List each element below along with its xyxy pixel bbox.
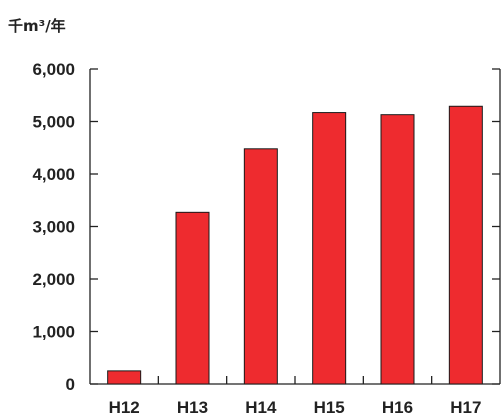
bar-h15 bbox=[312, 112, 347, 385]
x-tick-label: H15 bbox=[314, 398, 345, 417]
x-tick-label: H12 bbox=[109, 398, 140, 417]
bars bbox=[107, 105, 483, 385]
y-tick-label: 6,000 bbox=[32, 60, 75, 79]
y-tick-label: 3,000 bbox=[32, 218, 75, 237]
right-axis bbox=[492, 68, 501, 385]
y-tick-label: 4,000 bbox=[32, 165, 75, 184]
bar-h14 bbox=[243, 148, 278, 385]
y-tick-label: 2,000 bbox=[32, 270, 75, 289]
y-tick-label: 5,000 bbox=[32, 113, 75, 132]
x-tick-label: H13 bbox=[177, 398, 208, 417]
category-labels: H12 H13 H14 H15 H16 H17 bbox=[109, 398, 482, 417]
x-tick-label: H16 bbox=[382, 398, 413, 417]
bar-h13 bbox=[175, 211, 210, 385]
y-tick-label: 0 bbox=[66, 375, 75, 394]
y-axis: 0 1,000 2,000 3,000 4,000 5,000 6,000 bbox=[32, 60, 98, 394]
bar-h12 bbox=[107, 370, 142, 385]
unit-label: 千m³/年 bbox=[8, 17, 66, 35]
x-axis bbox=[90, 376, 500, 385]
bar-h17 bbox=[448, 105, 483, 385]
x-tick-label: H17 bbox=[450, 398, 481, 417]
bar-h16 bbox=[380, 114, 415, 385]
y-tick-label: 1,000 bbox=[32, 323, 75, 342]
x-tick-label: H14 bbox=[245, 398, 277, 417]
